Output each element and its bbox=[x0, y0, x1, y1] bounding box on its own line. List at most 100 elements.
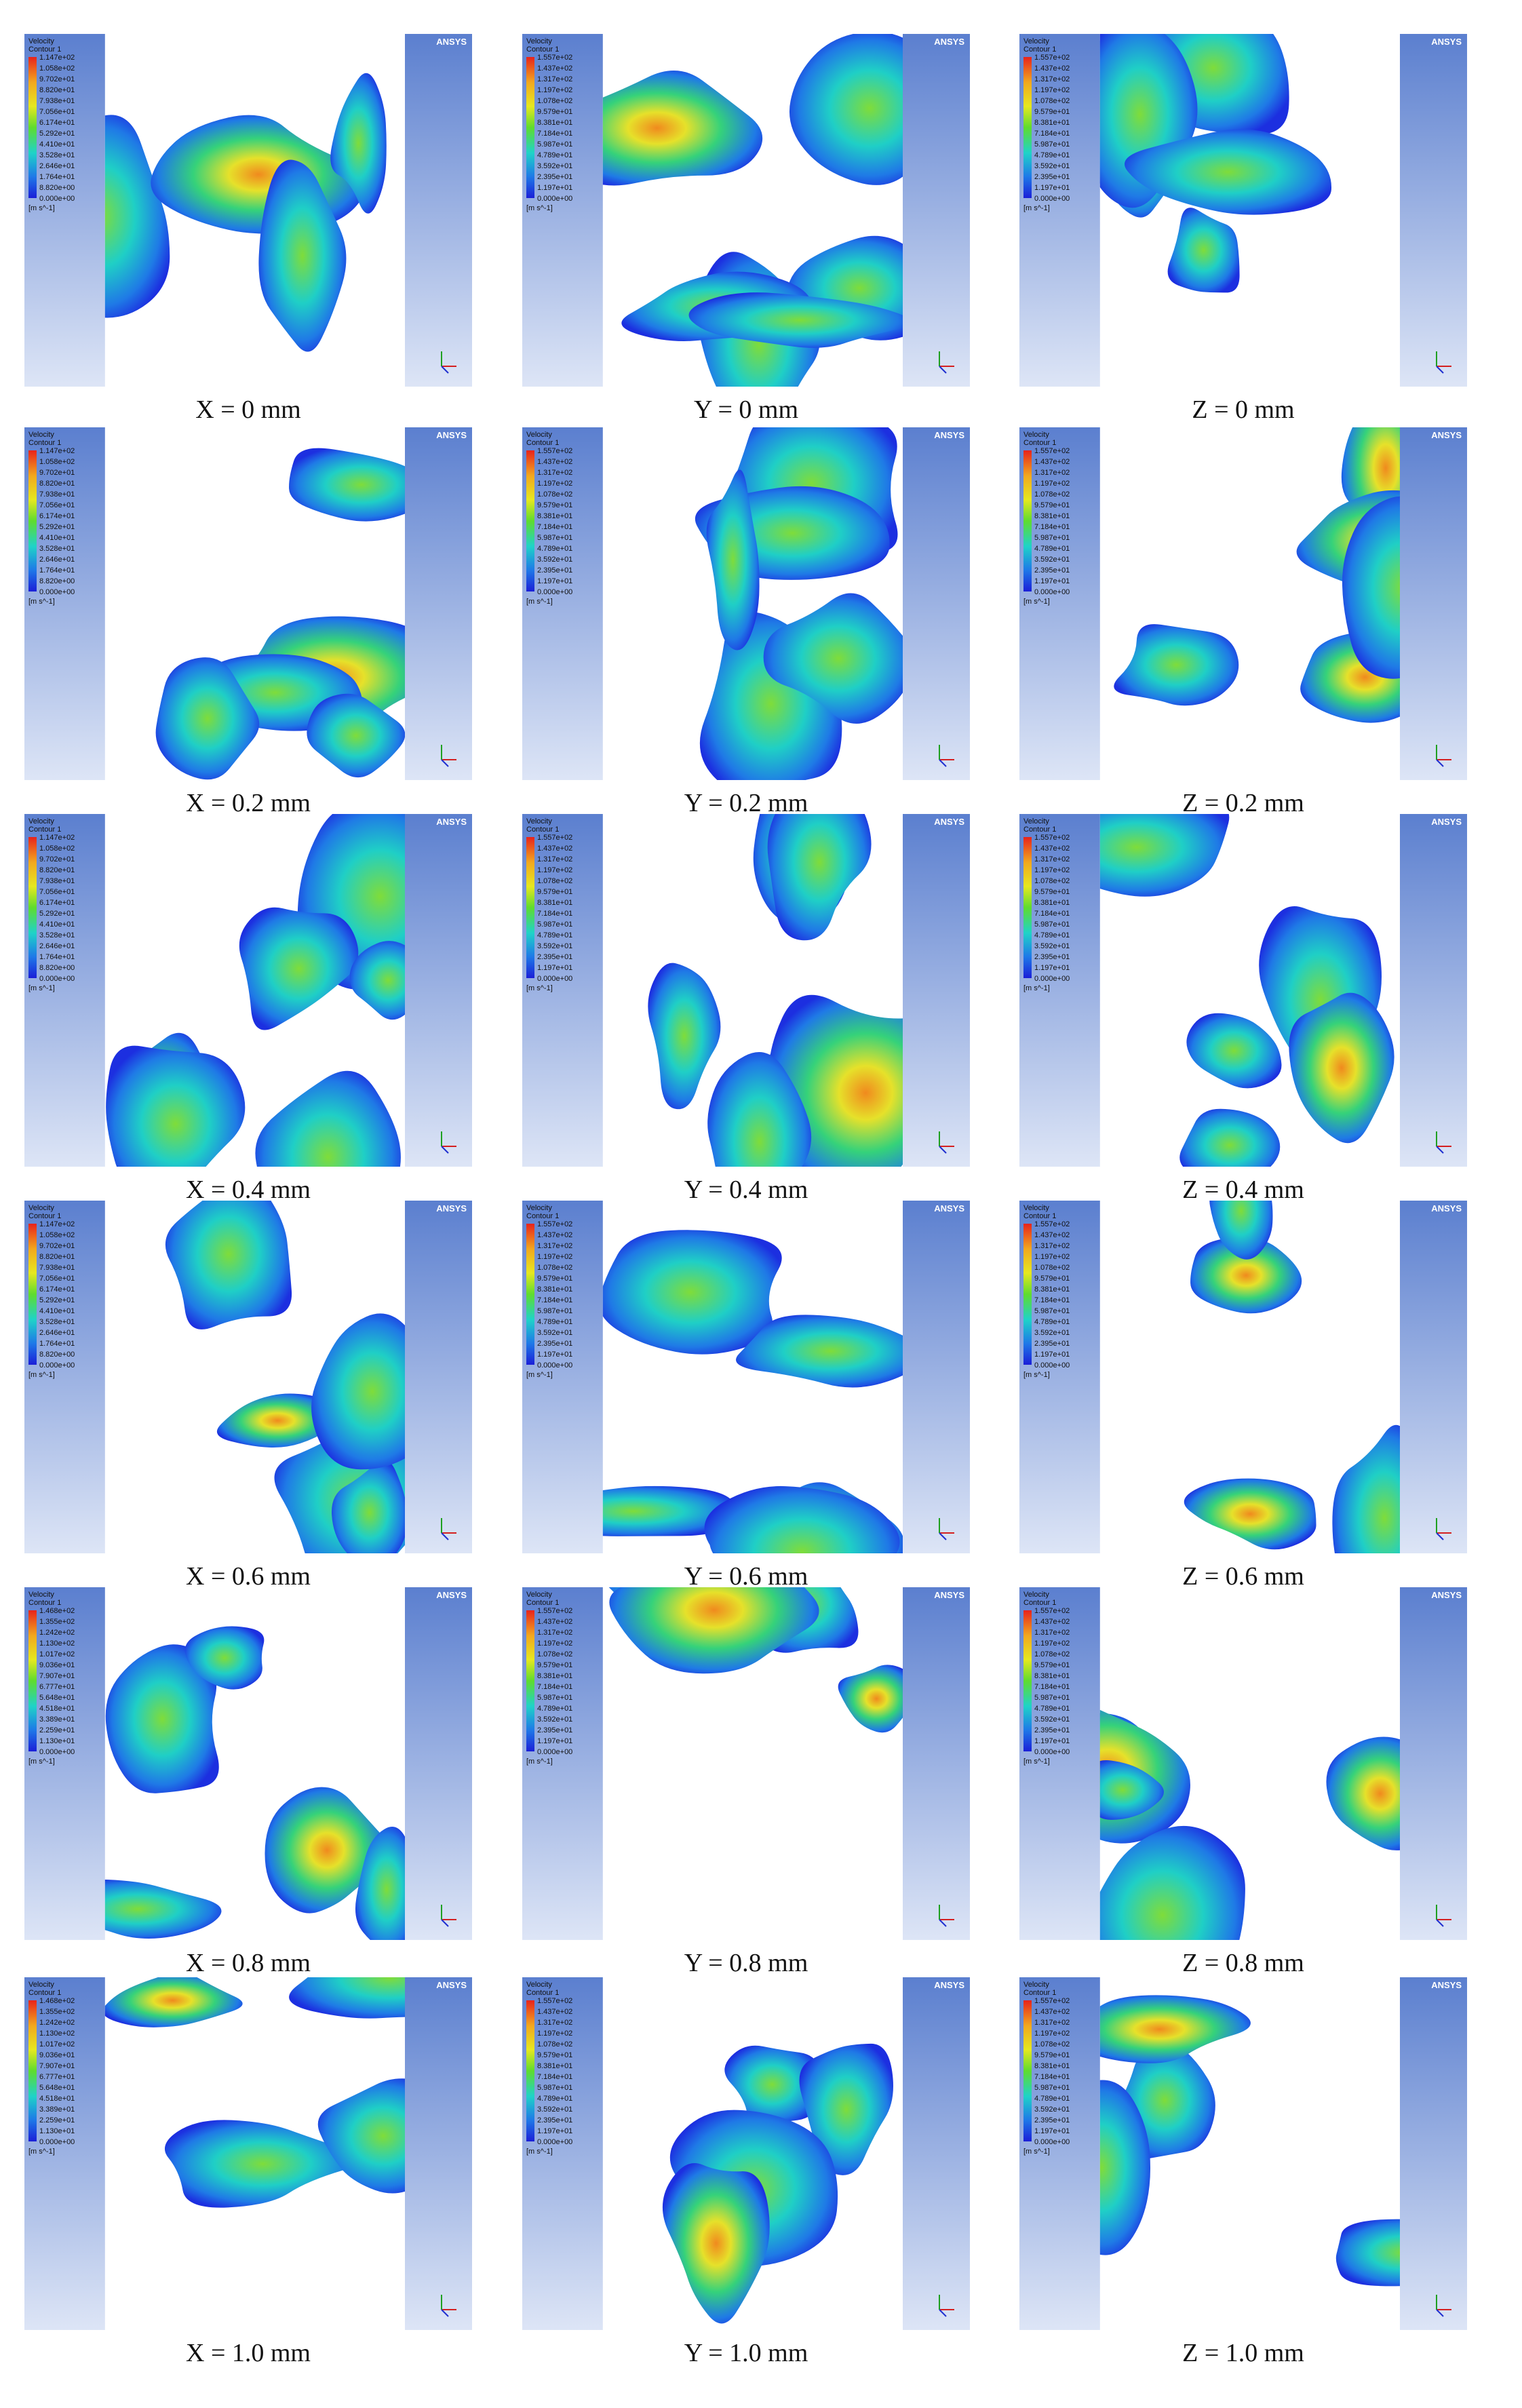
legend-label: 4.789e+01 bbox=[1034, 1705, 1070, 1713]
legend-unit: [m s^-1] bbox=[526, 2148, 553, 2156]
velocity-contour bbox=[662, 2162, 770, 2324]
legend-label: 1.468e+02 bbox=[39, 1997, 75, 2005]
legend-label: 2.395e+01 bbox=[1034, 953, 1070, 961]
legend-label: 8.381e+01 bbox=[1034, 119, 1070, 127]
legend-label: 7.184e+01 bbox=[537, 523, 572, 531]
legend-subtitle: Contour 1 bbox=[28, 1989, 61, 1997]
legend-label: 9.579e+01 bbox=[537, 108, 572, 116]
legend-label: 0.000e+00 bbox=[39, 2138, 75, 2146]
legend-unit: [m s^-1] bbox=[526, 598, 553, 606]
color-bar bbox=[1023, 450, 1032, 591]
legend-label: 6.777e+01 bbox=[39, 2073, 75, 2081]
legend-label: 7.184e+01 bbox=[1034, 523, 1070, 531]
legend-unit: [m s^-1] bbox=[1023, 2148, 1050, 2156]
legend-label: 7.184e+01 bbox=[537, 130, 572, 138]
ansys-logo: ANSYS bbox=[934, 1590, 964, 1600]
color-bar bbox=[28, 1610, 37, 1751]
velocity-contour bbox=[688, 292, 903, 348]
legend-label: 1.197e+02 bbox=[1034, 2030, 1070, 2038]
color-bar bbox=[1023, 57, 1032, 198]
legend-title: Velocity bbox=[28, 1591, 54, 1599]
legend-unit: [m s^-1] bbox=[28, 1371, 55, 1379]
legend-title: Velocity bbox=[1023, 431, 1049, 439]
legend-label: 8.381e+01 bbox=[537, 119, 572, 127]
legend-unit: [m s^-1] bbox=[1023, 598, 1050, 606]
velocity-contour bbox=[707, 1052, 812, 1167]
velocity-contour bbox=[1125, 129, 1332, 215]
legend-label: 2.395e+01 bbox=[537, 173, 572, 181]
legend-label: 1.197e+01 bbox=[537, 1737, 572, 1745]
legend-label: 1.557e+02 bbox=[1034, 447, 1070, 455]
legend-title: Velocity bbox=[1023, 1204, 1049, 1212]
panel-caption: X = 0.2 mm bbox=[186, 789, 311, 817]
legend-label: 0.000e+00 bbox=[1034, 2138, 1070, 2146]
legend-label: 2.395e+01 bbox=[537, 566, 572, 575]
legend-title: Velocity bbox=[1023, 817, 1049, 826]
legend-label: 1.147e+02 bbox=[39, 54, 75, 62]
legend-label: 1.078e+02 bbox=[1034, 2040, 1070, 2048]
legend-label: 8.820e+01 bbox=[39, 1253, 75, 1261]
ansys-logo: ANSYS bbox=[436, 430, 467, 440]
legend-label: 1.317e+02 bbox=[1034, 469, 1070, 477]
legend-label: 6.174e+01 bbox=[39, 899, 75, 907]
velocity-contour bbox=[602, 1485, 736, 1536]
legend-label: 5.987e+01 bbox=[537, 534, 572, 542]
panel-caption: Z = 1.0 mm bbox=[1182, 2339, 1304, 2367]
legend-subtitle: Contour 1 bbox=[1023, 1599, 1056, 1607]
legend-label: 0.000e+00 bbox=[537, 588, 572, 596]
legend-label: 1.197e+01 bbox=[1034, 184, 1070, 192]
legend-label: 8.820e+01 bbox=[39, 480, 75, 488]
legend-label: 0.000e+00 bbox=[537, 1748, 572, 1756]
legend-title: Velocity bbox=[526, 817, 552, 826]
legend-label: 1.197e+01 bbox=[537, 184, 572, 192]
legend-unit: [m s^-1] bbox=[28, 984, 55, 992]
velocity-contour bbox=[1332, 1424, 1401, 1553]
velocity-contour bbox=[724, 2045, 820, 2124]
legend-label: 0.000e+00 bbox=[537, 2138, 572, 2146]
legend-label: 4.410e+01 bbox=[39, 534, 75, 542]
legend-label: 1.557e+02 bbox=[537, 1220, 572, 1228]
legend-label: 3.528e+01 bbox=[39, 151, 75, 159]
legend-label: 8.381e+01 bbox=[537, 512, 572, 520]
legend-label: 1.557e+02 bbox=[1034, 834, 1070, 842]
legend-unit: [m s^-1] bbox=[526, 1371, 553, 1379]
legend-title: Velocity bbox=[1023, 37, 1049, 45]
legend-label: 1.078e+02 bbox=[537, 490, 572, 499]
ansys-logo: ANSYS bbox=[934, 1980, 964, 1990]
legend-label: 1.557e+02 bbox=[537, 1607, 572, 1615]
legend-label: 2.395e+01 bbox=[537, 1340, 572, 1348]
legend-label: 8.381e+01 bbox=[537, 1672, 572, 1680]
velocity-contour bbox=[239, 907, 359, 1030]
legend-unit: [m s^-1] bbox=[526, 1758, 553, 1766]
velocity-contour bbox=[1099, 1825, 1245, 1940]
legend-label: 9.579e+01 bbox=[1034, 501, 1070, 509]
legend-title: Velocity bbox=[526, 1204, 552, 1212]
triad-axis bbox=[1436, 366, 1444, 374]
legend-label: 1.130e+02 bbox=[39, 1639, 75, 1648]
legend-label: 9.702e+01 bbox=[39, 469, 75, 477]
legend-label: 5.292e+01 bbox=[39, 130, 75, 138]
legend-subtitle: Contour 1 bbox=[1023, 1989, 1056, 1997]
legend-label: 8.381e+01 bbox=[537, 1285, 572, 1294]
color-bar bbox=[526, 1610, 534, 1751]
legend-label: 1.078e+02 bbox=[537, 97, 572, 105]
legend-label: 1.317e+02 bbox=[537, 75, 572, 83]
legend-label: 7.184e+01 bbox=[1034, 1296, 1070, 1304]
legend-label: 7.184e+01 bbox=[537, 1683, 572, 1691]
legend-label: 5.648e+01 bbox=[39, 2084, 75, 2092]
legend-subtitle: Contour 1 bbox=[1023, 439, 1056, 447]
color-bar bbox=[28, 450, 37, 591]
legend-label: 3.592e+01 bbox=[537, 2105, 572, 2114]
legend-label: 0.000e+00 bbox=[39, 195, 75, 203]
panel-caption: Z = 0.2 mm bbox=[1182, 789, 1304, 817]
legend-label: 9.702e+01 bbox=[39, 75, 75, 83]
legend-label: 1.437e+02 bbox=[1034, 1618, 1070, 1626]
velocity-contour bbox=[1099, 814, 1230, 897]
velocity-contour bbox=[1099, 1760, 1164, 1820]
legend-label: 1.058e+02 bbox=[39, 1231, 75, 1239]
velocity-contour bbox=[1289, 992, 1394, 1144]
